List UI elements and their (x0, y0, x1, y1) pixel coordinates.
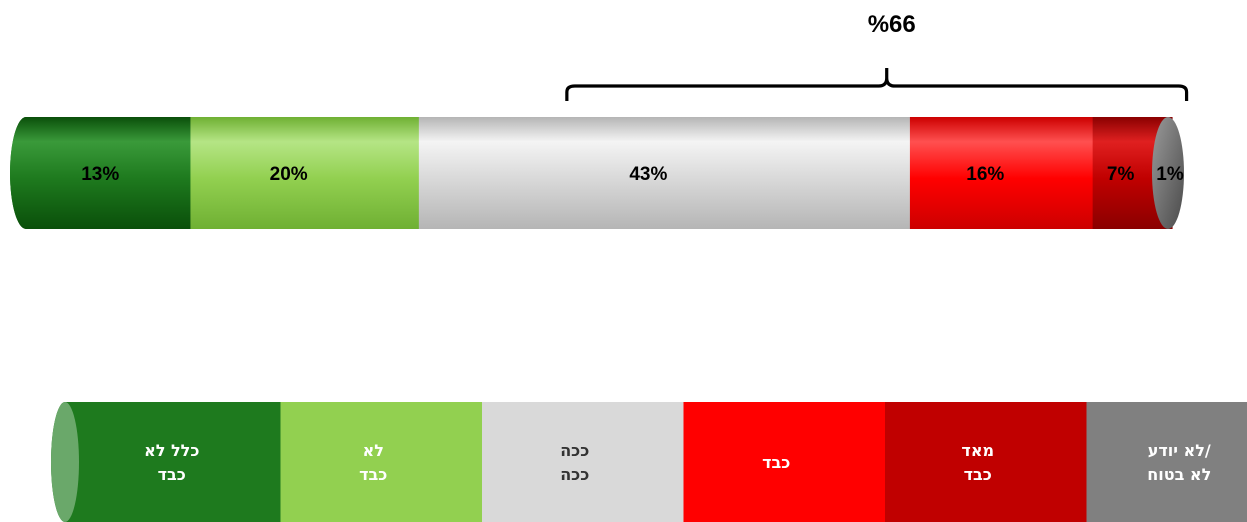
legend: כלל לא כבד לא כבד ככה ככה כבד מאד כבד/לא יודע לא … (51, 402, 1247, 522)
bar-segment (386, 117, 910, 229)
value-label: 1% (1156, 164, 1184, 185)
legend-label: כבד (964, 465, 992, 484)
bar-segment (158, 117, 419, 229)
legend-left-cap (51, 402, 79, 522)
legend-swatch (857, 402, 1087, 522)
value-label: 13% (81, 164, 119, 185)
legend-label: לא (363, 441, 384, 460)
bracket (565, 68, 1189, 101)
bracket-annotation: %66 (565, 11, 1189, 101)
legend-label: כבד (158, 465, 186, 484)
legend-swatch (51, 402, 281, 522)
value-labels: 13% 20% 43% 16% 7% 1% (81, 164, 1184, 185)
legend-label: מאד (961, 441, 994, 460)
legend-swatch (1058, 402, 1247, 522)
legend-label: כבד (762, 453, 790, 472)
stacked-bar (10, 117, 1184, 229)
bracket-label: %66 (868, 11, 916, 38)
legend-label: כבד (359, 465, 387, 484)
bar-segment (877, 117, 1093, 229)
legend-swatch (655, 402, 885, 522)
bar-end-cap (1152, 117, 1184, 229)
legend-label: /לא יודע (1148, 441, 1211, 460)
bar-segment (10, 117, 191, 229)
value-label: 20% (270, 164, 308, 185)
legend-label: לא בטוח (1147, 465, 1211, 484)
value-label: 7% (1107, 164, 1135, 185)
legend-label: ככה (560, 441, 589, 460)
bar-left-cap (10, 117, 42, 229)
value-label: 16% (966, 164, 1004, 185)
legend-label: כלל לא (144, 441, 199, 460)
legend-swatch (454, 402, 684, 522)
legend-label: ככה (560, 465, 589, 484)
legend-swatch (252, 402, 482, 522)
value-label: 43% (629, 164, 667, 185)
